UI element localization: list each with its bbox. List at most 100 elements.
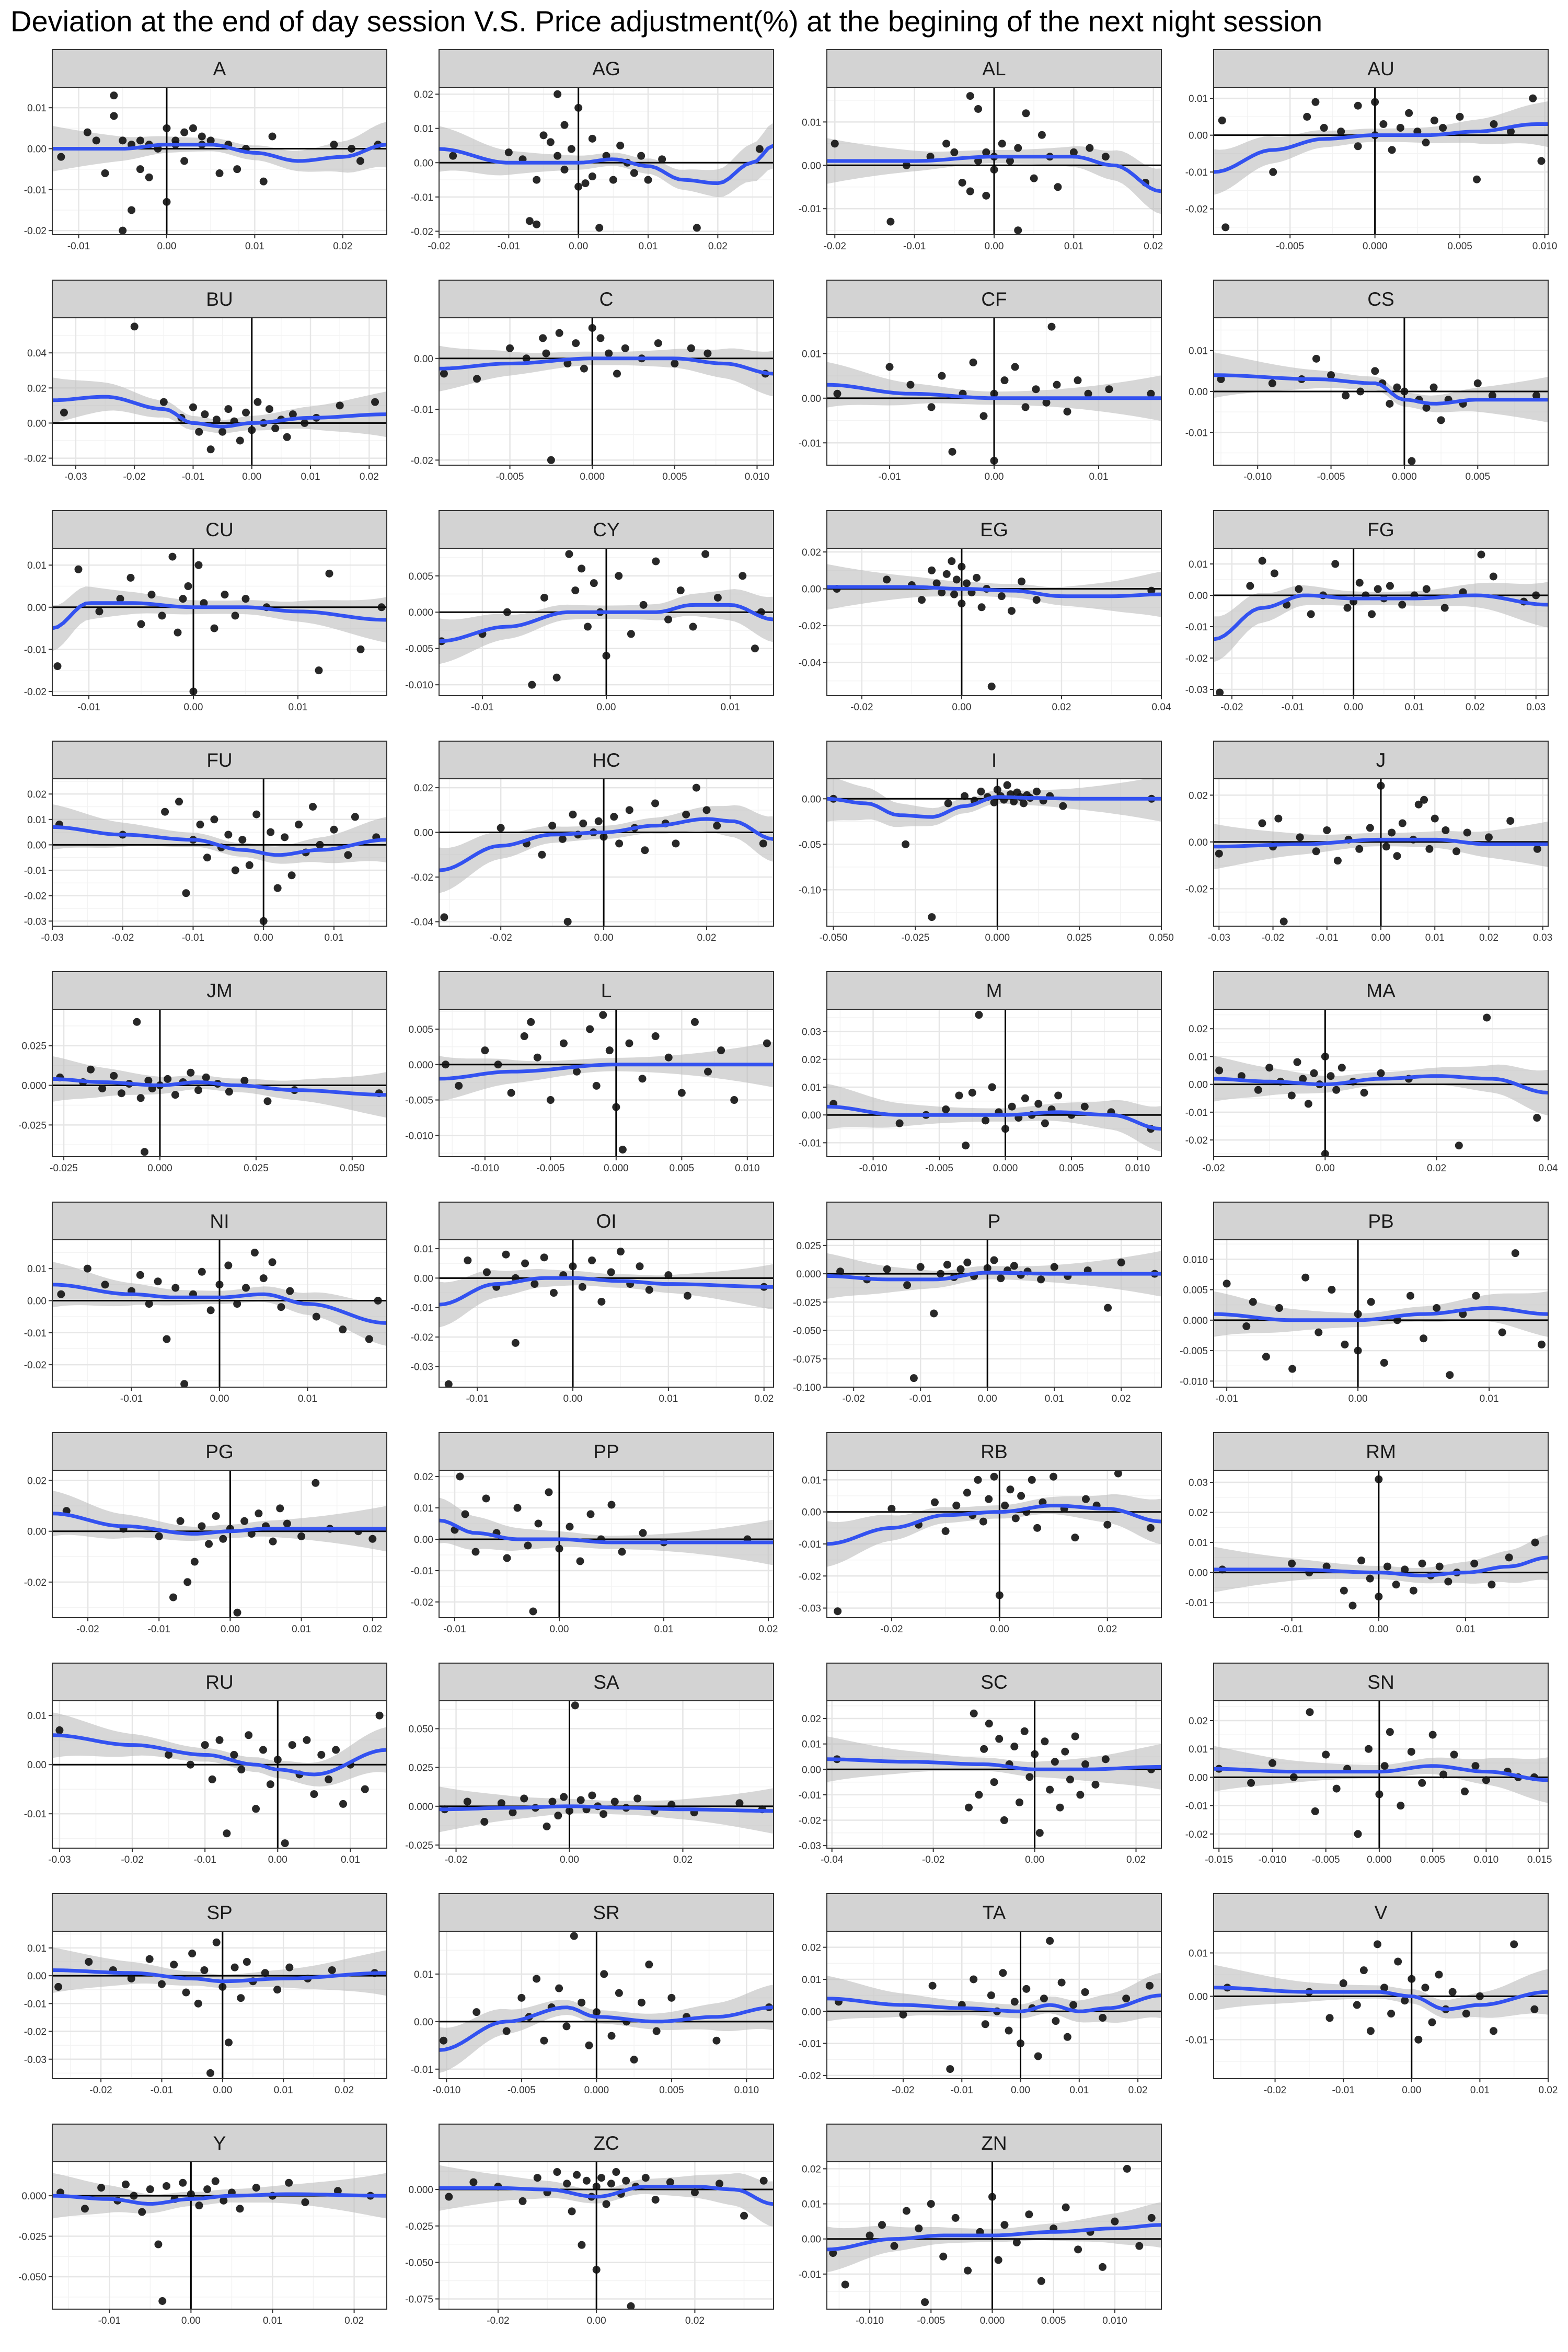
data-point — [240, 1076, 249, 1085]
y-tick-label: 0.00 — [1189, 837, 1208, 848]
data-point — [1490, 2027, 1498, 2035]
data-point — [1387, 2010, 1396, 2018]
data-point — [1032, 385, 1040, 394]
data-point — [1010, 1998, 1019, 2006]
data-point — [1054, 183, 1062, 191]
data-point — [676, 586, 685, 595]
x-tick-label: 0.01 — [654, 1624, 674, 1635]
data-point — [286, 1287, 294, 1295]
data-point — [958, 599, 966, 608]
data-point — [224, 405, 233, 413]
data-point — [1063, 407, 1071, 416]
facet-label: ZN — [981, 2132, 1007, 2154]
data-point — [165, 1750, 173, 1759]
data-point — [667, 1801, 676, 1809]
y-tick-label: -0.01 — [411, 1566, 433, 1577]
facet-strip — [1213, 1893, 1549, 1932]
data-point — [440, 913, 448, 921]
smooth-line — [827, 383, 1161, 400]
x-tick-label: 0.000 — [985, 932, 1010, 943]
data-point — [245, 1731, 253, 1739]
facet-panel-AG: AG -0.02 -0.01 0.00 0.01 0.02 -0.02 -0.01 0.00 0.… — [411, 49, 774, 252]
y-tick-label: -0.03 — [1185, 685, 1208, 696]
data-point — [1342, 391, 1350, 400]
data-point — [966, 92, 974, 100]
y-tick-label: 0.01 — [414, 1244, 433, 1255]
data-point — [184, 582, 192, 591]
data-point — [607, 1268, 615, 1276]
data-point — [1327, 371, 1335, 379]
x-tick-label: -0.01 — [194, 1854, 216, 1865]
data-point — [1321, 1150, 1329, 1157]
x-tick-label: 0.005 — [659, 2085, 684, 2096]
data-point — [1086, 144, 1094, 152]
data-point — [1388, 828, 1396, 837]
data-point — [283, 433, 291, 441]
data-point — [583, 622, 592, 631]
y-tick-label: 0.01 — [1189, 1744, 1208, 1755]
data-point — [145, 1955, 154, 1963]
y-tick-label: -0.02 — [411, 455, 433, 466]
x-tick-label: 0.02 — [335, 2085, 354, 2096]
plot-area — [52, 548, 387, 696]
smooth-line — [827, 155, 1161, 193]
data-point — [195, 428, 203, 436]
data-point — [600, 1970, 608, 1978]
data-point — [504, 148, 513, 157]
y-tick-label: -0.10 — [799, 885, 821, 896]
data-point — [938, 372, 946, 380]
data-point — [183, 1578, 192, 1586]
data-point — [612, 2168, 620, 2176]
data-point — [137, 620, 145, 628]
data-point — [101, 1281, 109, 1289]
y-tick-label: 0.00 — [27, 1760, 47, 1771]
data-point — [159, 398, 168, 406]
data-point — [1059, 802, 1067, 810]
data-point — [917, 596, 926, 604]
x-tick-label: 0.005 — [1059, 1163, 1084, 1174]
data-point — [1321, 1052, 1329, 1060]
facet-panel-SA: SA -0.02 0.00 0.02 -0.025 0.000 0.025 0.050 — [405, 1663, 774, 1865]
data-point — [630, 169, 638, 177]
data-point — [595, 224, 604, 232]
data-point — [956, 1265, 965, 1273]
facet-label: OI — [596, 1210, 616, 1232]
data-point — [1341, 1340, 1349, 1348]
data-point — [356, 157, 364, 165]
x-tick-label: 0.02 — [673, 1854, 693, 1865]
y-tick-label: 0.005 — [408, 1024, 433, 1035]
data-point — [196, 821, 204, 829]
data-point — [1489, 572, 1497, 581]
data-point — [1537, 1340, 1546, 1348]
facet-strip — [826, 1432, 1162, 1471]
data-point — [1254, 1086, 1262, 1094]
y-tick-label: 0.00 — [1189, 1080, 1208, 1091]
y-tick-label: -0.04 — [411, 917, 434, 928]
data-point — [189, 403, 197, 411]
x-tick-label: 0.000 — [580, 471, 605, 482]
smooth-line — [1214, 1986, 1548, 2011]
data-point — [330, 825, 338, 834]
data-point — [1011, 1514, 1020, 1523]
data-point — [472, 2008, 481, 2016]
data-point — [1482, 1776, 1490, 1784]
data-point — [1258, 557, 1266, 565]
data-point — [990, 389, 998, 398]
data-point — [1032, 596, 1041, 604]
data-point — [375, 1711, 384, 1720]
x-tick-label: 0.00 — [1316, 1163, 1335, 1174]
data-point — [687, 344, 695, 352]
data-point — [664, 1053, 673, 1062]
y-tick-label: 0.025 — [796, 1241, 821, 1252]
x-tick-label: -0.01 — [466, 1393, 488, 1404]
data-point — [219, 1535, 227, 1543]
y-tick-label: 0.01 — [27, 1264, 47, 1275]
y-tick-label: 0.01 — [1189, 346, 1208, 357]
chart-title: Deviation at the end of day session V.S.… — [10, 5, 1323, 38]
facet-panel-SN: SN -0.015 -0.010 -0.005 0.000 0.005 0.010 0.015… — [1185, 1663, 1552, 1865]
data-point — [252, 810, 261, 818]
y-tick-label: 0.03 — [1189, 1478, 1208, 1489]
x-tick-label: -0.01 — [1282, 702, 1304, 713]
smooth-line — [52, 395, 387, 429]
data-point — [533, 1975, 541, 1983]
